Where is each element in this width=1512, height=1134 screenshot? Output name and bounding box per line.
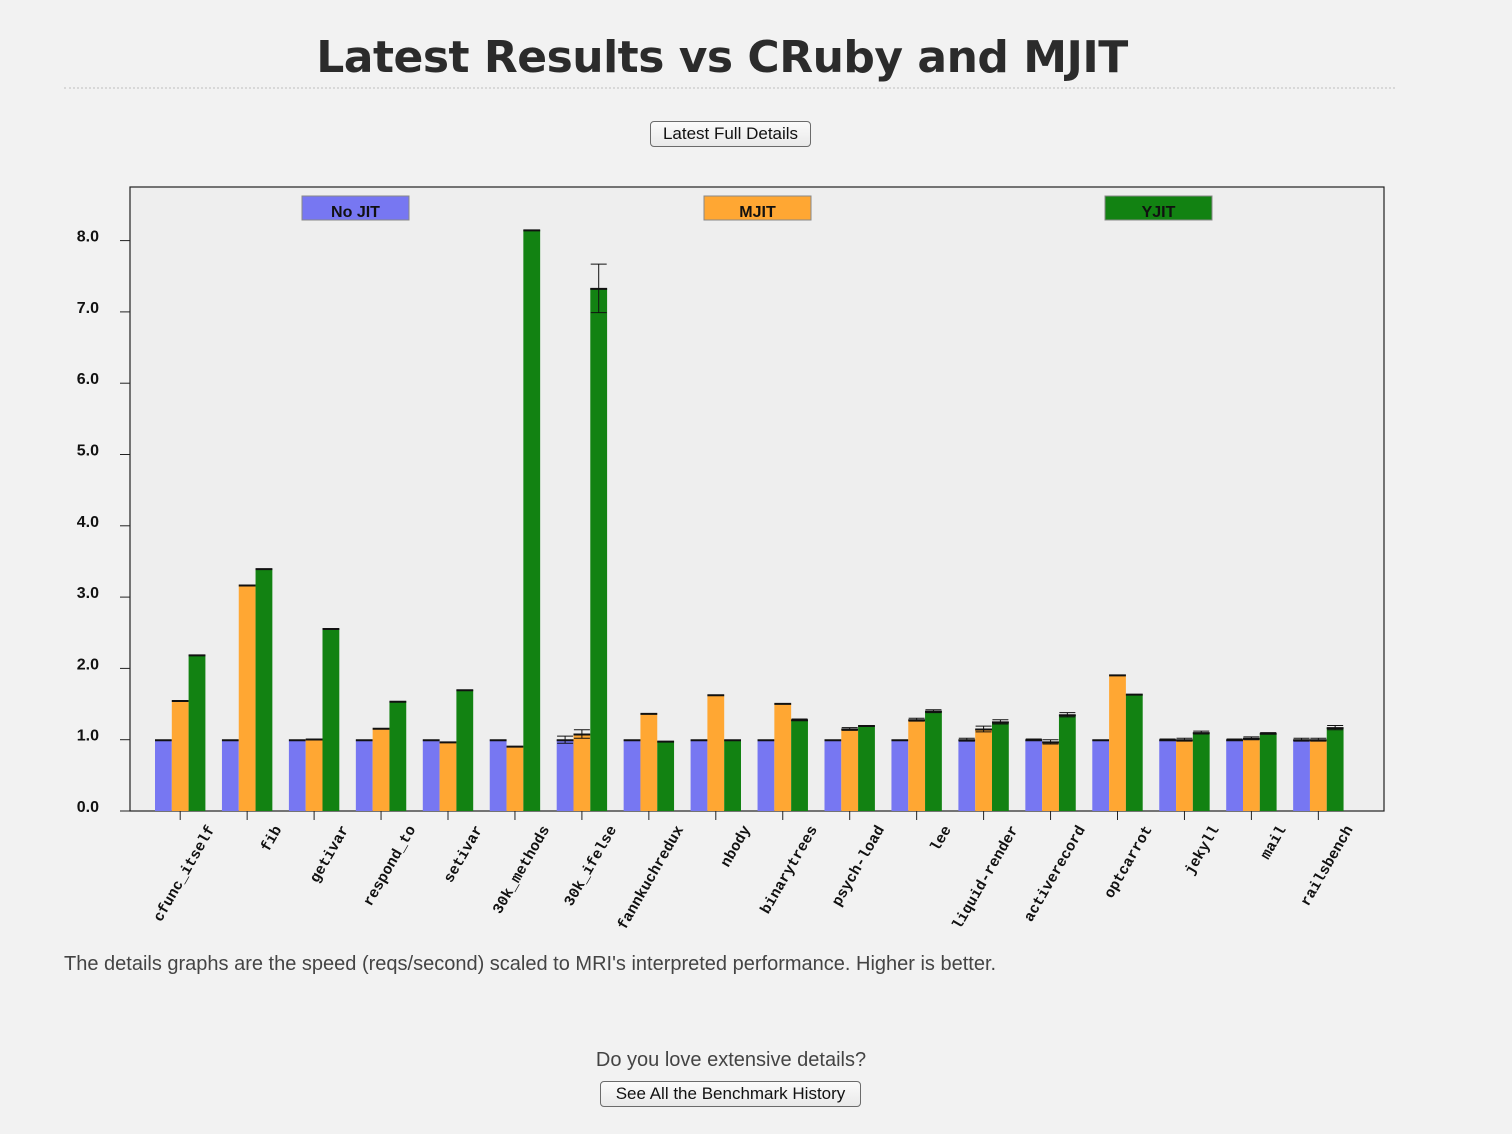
y-tick-label: 8.0 <box>77 229 99 246</box>
bar-yjit <box>389 701 407 811</box>
bar-mjit <box>1042 741 1059 811</box>
bar-yjit <box>925 711 942 811</box>
bar-mjit <box>305 738 323 811</box>
bar-no-jit <box>1159 739 1177 811</box>
bar-yjit <box>255 568 273 811</box>
bar-yjit <box>657 741 675 811</box>
bar-no-jit <box>757 739 775 811</box>
bar-mjit <box>975 729 992 811</box>
bar-no-jit <box>355 739 373 811</box>
bar-no-jit <box>958 739 976 811</box>
page-title: Latest Results vs CRuby and MJIT <box>316 32 1128 83</box>
bar-yjit <box>322 628 340 811</box>
bar-mjit <box>439 741 457 811</box>
x-tick-label: liquid-render <box>949 823 1022 933</box>
bar-no-jit <box>1025 739 1043 811</box>
x-tick-label: getivar <box>307 823 353 886</box>
benchmark-history-button[interactable]: See All the Benchmark History <box>600 1081 861 1107</box>
bar-yjit <box>1326 727 1344 811</box>
bar-no-jit <box>891 739 909 811</box>
y-tick-label: 7.0 <box>77 300 99 317</box>
x-tick-label: optcarrot <box>1101 823 1156 902</box>
bar-yjit <box>858 725 875 811</box>
y-tick-label: 6.0 <box>77 371 99 388</box>
bar-no-jit <box>1226 739 1243 811</box>
bar-no-jit <box>623 739 641 811</box>
chart-footnote: The details graphs are the speed (reqs/s… <box>64 953 997 975</box>
bar-mjit <box>171 700 189 811</box>
x-tick-label: fib <box>258 823 286 855</box>
x-tick-label: nbody <box>718 823 755 870</box>
legend-yjit-label: YJIT <box>1142 204 1176 221</box>
legend-yjit-swatch <box>1104 195 1213 221</box>
x-tick-label: respond_to <box>360 823 420 909</box>
benchmark-bar-chart: 0.0 1.0 2.0 3.0 4.0 5.0 6.0 7.0 8.0 cfunc_itself f… <box>77 186 1385 933</box>
bar-yjit <box>992 721 1009 811</box>
x-tick-label: 30k_methods <box>490 823 554 917</box>
bar-no-jit <box>422 739 440 811</box>
y-tick-label: 3.0 <box>77 585 99 602</box>
bar-no-jit <box>556 739 574 811</box>
bar-yjit <box>188 654 206 811</box>
bar-mjit <box>841 729 859 811</box>
bar-mjit <box>506 746 524 811</box>
bar-mjit <box>908 719 926 811</box>
y-tick-label: 1.0 <box>77 728 99 745</box>
latest-full-details-button[interactable]: Latest Full Details <box>650 121 811 147</box>
y-tick-label: 2.0 <box>77 656 99 673</box>
bar-no-jit <box>1092 739 1110 811</box>
bar-mjit <box>372 728 390 811</box>
legend-no-jit-swatch <box>301 195 410 221</box>
x-tick-label: cfunc_itself <box>151 823 220 925</box>
legend-no-jit-label: No JIT <box>331 204 380 221</box>
bar-mjit <box>640 713 658 811</box>
bar-no-jit <box>824 739 842 811</box>
details-promo-text: Do you love extensive details? <box>595 1049 867 1071</box>
x-tick-label: mail <box>1258 823 1291 863</box>
x-tick-label: fannkuchredux <box>615 823 688 933</box>
bar-mjit <box>1109 674 1126 811</box>
x-tick-label: setivar <box>441 823 487 886</box>
x-tick-label: binarytrees <box>758 823 822 917</box>
title-divider <box>64 87 1395 89</box>
x-tick-label: psych-load <box>829 823 889 909</box>
bar-no-jit <box>1293 739 1310 811</box>
bar-mjit <box>1243 738 1260 811</box>
x-tick-label: railsbench <box>1298 823 1358 909</box>
bar-yjit <box>523 229 541 811</box>
bar-yjit <box>791 719 808 811</box>
bar-yjit <box>590 288 608 812</box>
y-tick-label: 4.0 <box>77 514 99 531</box>
legend-mjit-label: MJIT <box>739 204 776 221</box>
bar-no-jit <box>155 739 172 811</box>
x-tick-label: lee <box>928 823 956 855</box>
x-tick-label: activerecord <box>1021 823 1090 925</box>
bar-no-jit <box>288 739 306 811</box>
bar-mjit <box>1309 739 1327 811</box>
bar-no-jit <box>690 739 708 811</box>
bar-mjit <box>1176 739 1193 811</box>
x-tick-label: jekyll <box>1182 823 1224 878</box>
bar-yjit <box>1259 733 1277 811</box>
y-tick-label: 0.0 <box>77 799 99 816</box>
bar-mjit <box>774 703 792 811</box>
y-tick-label: 5.0 <box>77 443 99 460</box>
bar-no-jit <box>221 739 239 811</box>
bar-no-jit <box>489 739 507 811</box>
bar-yjit <box>724 739 741 811</box>
bar-mjit <box>238 584 256 811</box>
bar-mjit <box>707 694 725 811</box>
legend-mjit-swatch <box>703 195 812 221</box>
bar-yjit <box>1192 732 1210 811</box>
bar-mjit <box>573 733 591 811</box>
bar-yjit <box>456 689 474 811</box>
bar-yjit <box>1125 694 1143 811</box>
x-tick-label: 30k_ifelse <box>561 823 621 909</box>
bar-yjit <box>1058 714 1076 811</box>
plot-area <box>129 186 1385 812</box>
